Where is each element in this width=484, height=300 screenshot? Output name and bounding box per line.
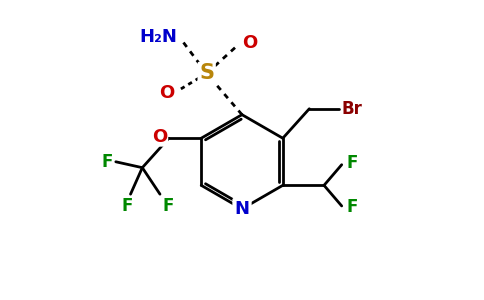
Text: F: F	[163, 197, 174, 215]
Text: O: O	[242, 34, 257, 52]
Text: F: F	[122, 197, 133, 215]
Text: F: F	[346, 198, 358, 216]
Text: O: O	[152, 128, 167, 146]
Text: F: F	[346, 154, 358, 172]
Text: Br: Br	[342, 100, 363, 118]
Text: S: S	[199, 63, 214, 83]
Text: F: F	[102, 153, 113, 171]
Text: O: O	[159, 84, 174, 102]
Text: H₂N: H₂N	[139, 28, 177, 46]
Text: N: N	[235, 200, 249, 218]
